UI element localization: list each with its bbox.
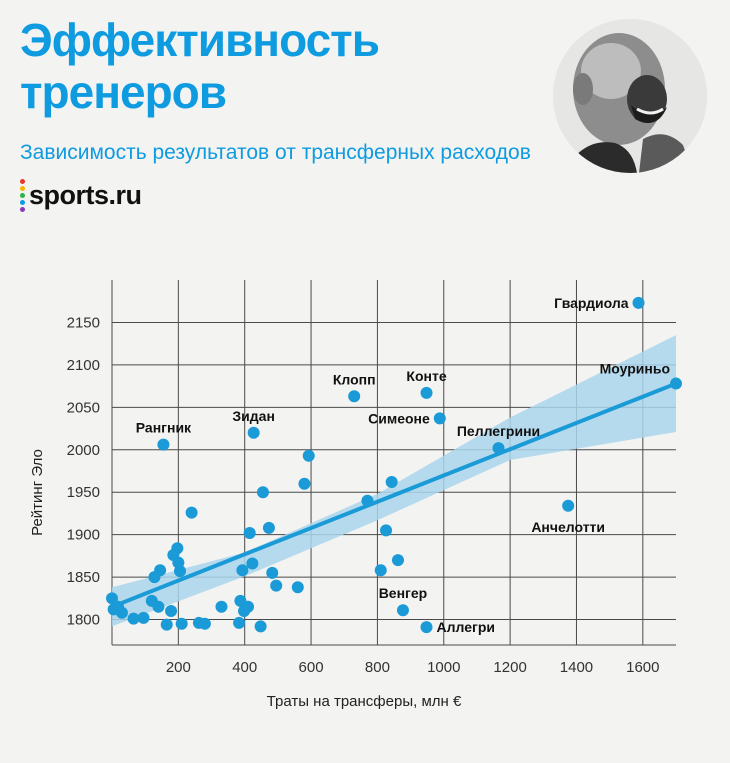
data-point-labeled [396, 604, 409, 617]
point-label: Моуриньо [600, 361, 670, 377]
data-point [233, 616, 246, 629]
point-label: Гвардиола [554, 295, 629, 311]
data-point [171, 542, 184, 555]
point-label: Конте [406, 368, 446, 384]
data-point [174, 565, 187, 578]
data-point [270, 579, 283, 592]
data-point [198, 617, 211, 630]
data-point-labeled [670, 377, 682, 390]
y-tick-label: 1900 [67, 527, 100, 544]
data-point-labeled [492, 442, 505, 455]
point-label: Анчелотти [531, 519, 605, 535]
data-point [256, 486, 269, 499]
y-tick-label: 2100 [67, 357, 100, 374]
data-point-labeled [157, 438, 170, 451]
logo-text: sports.ru [29, 179, 142, 210]
x-tick-label: 1200 [493, 659, 526, 676]
x-tick-label: 400 [232, 659, 257, 676]
data-point [185, 506, 198, 519]
data-point [127, 612, 140, 625]
data-point [175, 617, 188, 630]
page-subtitle: Зависимость результатов от трансферных р… [20, 141, 531, 164]
data-point [391, 554, 404, 567]
x-tick-label: 800 [365, 659, 390, 676]
logo-dot [20, 178, 25, 184]
data-point [154, 564, 167, 577]
data-point [165, 605, 178, 618]
data-point-labeled [247, 426, 260, 439]
y-tick-label: 1950 [67, 484, 100, 501]
data-point [160, 618, 173, 631]
data-point [380, 524, 393, 537]
x-tick-label: 1000 [427, 659, 460, 676]
x-tick-label: 1400 [560, 659, 593, 676]
data-point [298, 477, 311, 490]
x-tick-label: 600 [299, 659, 324, 676]
sports-ru-logo: sports.ru [20, 178, 142, 212]
data-point-labeled [420, 386, 433, 399]
logo-dot [20, 185, 25, 191]
data-point [137, 611, 150, 624]
point-label: Зидан [232, 408, 275, 424]
data-point [242, 600, 255, 613]
data-point [115, 606, 128, 619]
data-point [106, 592, 118, 605]
data-point [254, 620, 267, 633]
point-label: Симеоне [368, 410, 430, 426]
point-label: Рангник [136, 420, 192, 436]
point-label: Венгер [379, 585, 428, 601]
data-point [374, 564, 387, 577]
y-tick-label: 2000 [67, 442, 100, 459]
coach-portrait-image [553, 19, 707, 173]
trend-line [110, 381, 678, 609]
data-point-labeled [433, 412, 446, 425]
data-point [246, 557, 259, 570]
x-tick-label: 1600 [626, 659, 659, 676]
y-axis-label: Рейтинг Эло [29, 449, 46, 536]
title-line-1: Эффективность [20, 14, 380, 66]
data-point [266, 566, 279, 579]
logo-dot [20, 192, 25, 198]
data-point [152, 600, 165, 613]
data-point [291, 581, 304, 594]
data-point [302, 449, 315, 462]
page-title: Эффективность тренеров [20, 14, 380, 118]
y-tick-label: 2150 [67, 314, 100, 331]
point-label: Пеллегрини [457, 423, 540, 439]
data-point [243, 526, 256, 539]
x-tick-label: 200 [166, 659, 191, 676]
data-point-labeled [632, 296, 645, 309]
data-point [262, 521, 275, 534]
y-tick-label: 2050 [67, 399, 100, 416]
logo-dot [20, 206, 25, 212]
portrait-illustration [553, 19, 707, 173]
y-tick-label: 1850 [67, 569, 100, 586]
data-point [236, 564, 249, 577]
y-tick-label: 1800 [67, 612, 100, 629]
point-label: Клопп [333, 371, 376, 387]
data-point [215, 600, 228, 613]
data-point [361, 494, 374, 507]
confidence-band [112, 335, 676, 627]
data-point-labeled [420, 621, 433, 634]
point-label: Аллегри [437, 619, 496, 635]
data-point-labeled [562, 499, 575, 512]
data-point-labeled [348, 390, 361, 403]
logo-dot [20, 199, 25, 205]
x-axis-label: Траты на трансферы, млн € [267, 693, 462, 710]
title-line-2: тренеров [20, 66, 227, 118]
logo-dots-icon [20, 178, 25, 212]
data-point [385, 476, 398, 489]
